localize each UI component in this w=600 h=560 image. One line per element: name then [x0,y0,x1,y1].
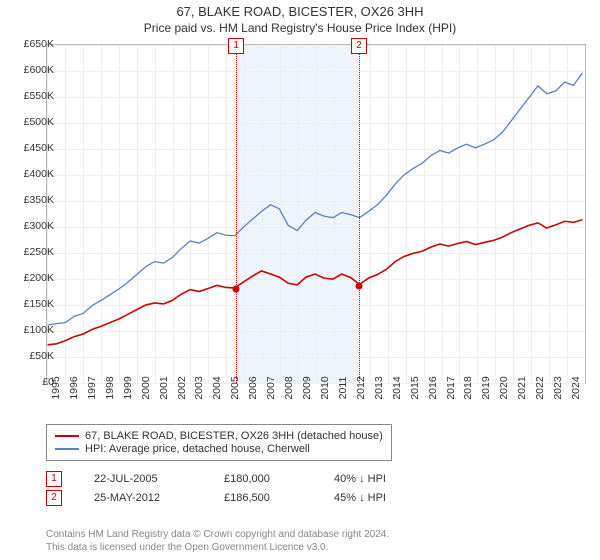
footer: Contains HM Land Registry data © Crown c… [46,528,389,554]
y-axis-label: £350K [10,194,54,206]
marker-dot [356,283,363,290]
legend-row: HPI: Average price, detached house, Cher… [55,443,383,455]
y-axis-label: £200K [10,272,54,284]
x-axis-label: 1999 [122,376,134,399]
sales-table: 1 22-JUL-2005 £180,000 40% ↓ HPI 2 25-MA… [46,468,444,509]
x-axis-label: 1996 [68,376,80,399]
footer-line: Contains HM Land Registry data © Crown c… [46,528,389,541]
marker-dot [233,286,240,293]
sale-pct: 45% ↓ HPI [334,492,444,504]
x-axis-label: 1997 [86,376,98,399]
sale-pct: 40% ↓ HPI [334,473,444,485]
x-axis-label: 2006 [247,376,259,399]
y-axis-label: £650K [10,38,54,50]
y-axis-label: £100K [10,324,54,336]
y-axis-label: £250K [10,246,54,258]
x-axis-label: 2000 [140,376,152,399]
x-axis-label: 2013 [373,376,385,399]
legend-swatch [55,435,79,437]
x-axis-label: 2016 [427,376,439,399]
x-axis-label: 2008 [283,376,295,399]
x-axis-label: 2020 [498,376,510,399]
marker-line [236,45,237,383]
sale-date: 22-JUL-2005 [94,473,224,485]
title-block: 67, BLAKE ROAD, BICESTER, OX26 3HH Price… [0,0,600,35]
x-axis-label: 2018 [462,376,474,399]
x-axis-label: 2019 [480,376,492,399]
page-subtitle: Price paid vs. HM Land Registry's House … [0,21,600,35]
x-axis-label: 2003 [193,376,205,399]
x-axis-label: 2015 [409,376,421,399]
chart-lines [47,45,585,383]
x-axis-label: 2023 [552,376,564,399]
series-line [48,73,583,325]
marker-box: 1 [228,38,244,54]
legend-label: 67, BLAKE ROAD, BICESTER, OX26 3HH (deta… [85,430,383,442]
y-axis-label: £550K [10,90,54,102]
x-axis-label: 2005 [229,376,241,399]
x-axis-label: 1998 [104,376,116,399]
table-row: 1 22-JUL-2005 £180,000 40% ↓ HPI [46,471,444,487]
chart-area: 12 [46,44,586,384]
y-axis-label: £400K [10,168,54,180]
y-axis-label: £50K [10,350,54,362]
y-axis-label: £450K [10,142,54,154]
marker-box: 2 [351,38,367,54]
y-axis-label: £300K [10,220,54,232]
chart-container: 67, BLAKE ROAD, BICESTER, OX26 3HH Price… [0,0,600,560]
x-axis-label: 2010 [319,376,331,399]
page-title: 67, BLAKE ROAD, BICESTER, OX26 3HH [0,4,600,19]
legend-label: HPI: Average price, detached house, Cher… [85,443,310,455]
x-axis-label: 2004 [211,376,223,399]
x-axis-label: 2024 [570,376,582,399]
y-axis-label: £600K [10,64,54,76]
x-axis-label: 2022 [534,376,546,399]
y-axis-label: £150K [10,298,54,310]
table-row: 2 25-MAY-2012 £186,500 45% ↓ HPI [46,490,444,506]
sale-date: 25-MAY-2012 [94,492,224,504]
marker-line [359,45,360,383]
x-axis-label: 2011 [337,377,349,400]
x-axis-label: 2001 [158,376,170,399]
x-axis-label: 2021 [516,376,528,399]
x-axis-label: 2007 [265,376,277,399]
legend: 67, BLAKE ROAD, BICESTER, OX26 3HH (deta… [46,424,392,461]
legend-swatch [55,448,79,450]
x-axis-label: 2002 [176,376,188,399]
footer-line: This data is licensed under the Open Gov… [46,541,389,554]
sale-price: £180,000 [224,473,334,485]
sale-price: £186,500 [224,492,334,504]
sale-marker-box: 1 [46,471,62,487]
x-axis-label: 2009 [301,376,313,399]
x-axis-label: 2017 [445,376,457,399]
x-axis-label: 2012 [355,376,367,399]
y-axis-label: £0 [10,376,54,388]
x-axis-label: 2014 [391,376,403,399]
sale-marker-box: 2 [46,490,62,506]
y-axis-label: £500K [10,116,54,128]
legend-row: 67, BLAKE ROAD, BICESTER, OX26 3HH (deta… [55,430,383,442]
